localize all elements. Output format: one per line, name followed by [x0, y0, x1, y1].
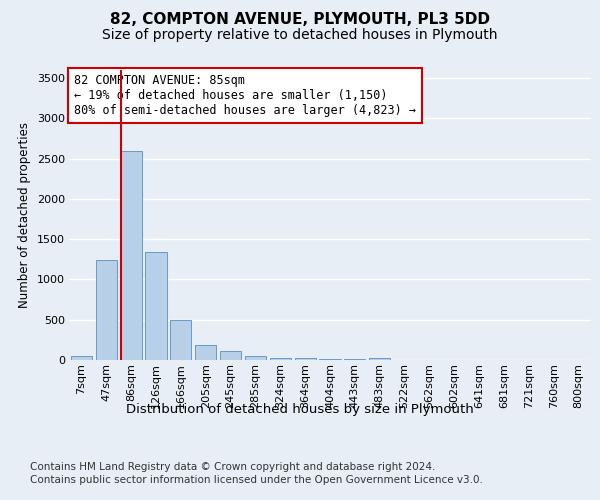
Text: 82 COMPTON AVENUE: 85sqm
← 19% of detached houses are smaller (1,150)
80% of sem: 82 COMPTON AVENUE: 85sqm ← 19% of detach… — [74, 74, 416, 118]
Text: Distribution of detached houses by size in Plymouth: Distribution of detached houses by size … — [126, 402, 474, 415]
Bar — [96, 260, 117, 360]
Text: 82, COMPTON AVENUE, PLYMOUTH, PL3 5DD: 82, COMPTON AVENUE, PLYMOUTH, PL3 5DD — [110, 12, 490, 28]
Text: Contains HM Land Registry data © Crown copyright and database right 2024.: Contains HM Land Registry data © Crown c… — [30, 462, 436, 472]
Bar — [71, 356, 92, 360]
Text: Size of property relative to detached houses in Plymouth: Size of property relative to detached ho… — [102, 28, 498, 42]
Bar — [270, 358, 291, 360]
Bar — [170, 320, 191, 360]
Bar — [195, 344, 216, 360]
Bar — [220, 350, 241, 360]
Bar — [145, 252, 167, 360]
Bar — [121, 152, 142, 360]
Bar — [369, 358, 390, 360]
Text: Contains public sector information licensed under the Open Government Licence v3: Contains public sector information licen… — [30, 475, 483, 485]
Bar — [245, 356, 266, 360]
Y-axis label: Number of detached properties: Number of detached properties — [18, 122, 31, 308]
Bar — [295, 358, 316, 360]
Bar — [319, 359, 341, 360]
Bar — [344, 359, 365, 360]
